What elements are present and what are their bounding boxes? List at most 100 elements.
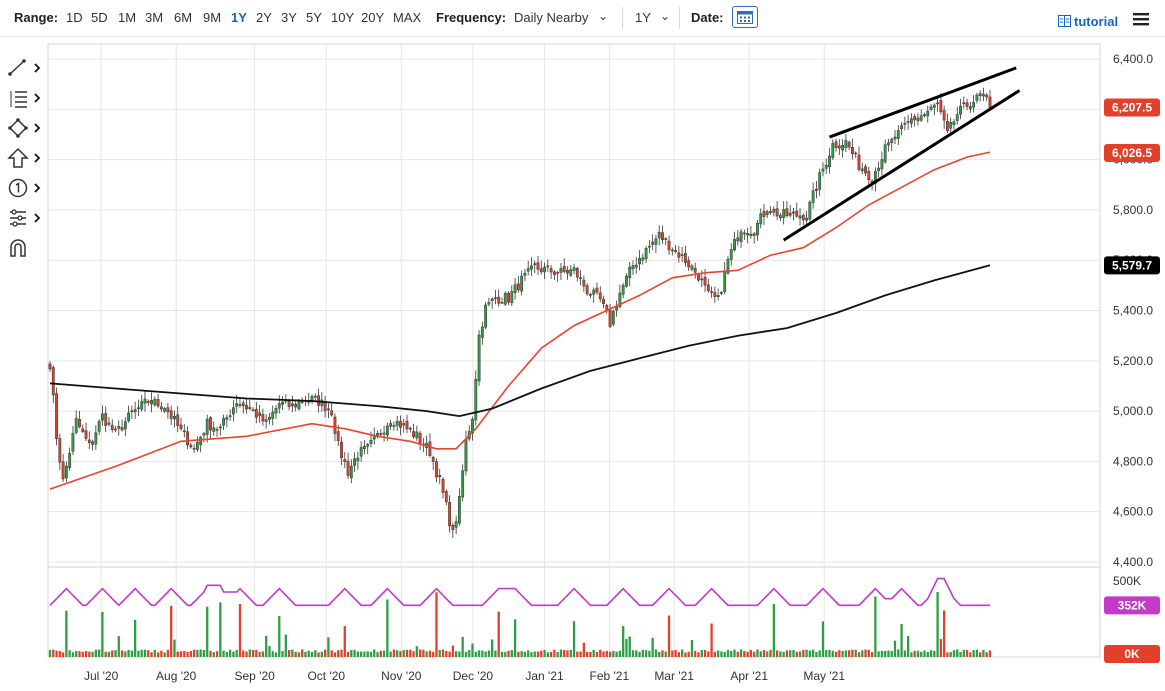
book-icon[interactable] [1058, 15, 1071, 27]
candle-body [392, 425, 396, 427]
volume-bar [900, 624, 903, 657]
candle-body [248, 407, 252, 409]
volume-bar [775, 650, 779, 657]
candle-body [182, 430, 186, 433]
measure-tool-button[interactable] [6, 206, 46, 230]
volume-bar [55, 650, 58, 657]
period-dropdown[interactable]: 1Y [635, 10, 651, 25]
range-5y-button[interactable]: 5Y [306, 10, 322, 25]
tutorial-link[interactable]: tutorial [1074, 14, 1119, 29]
candle-body [356, 457, 360, 462]
candle-body [232, 407, 235, 415]
candle-body [454, 521, 458, 528]
candle-body [739, 231, 743, 243]
candle-body [179, 424, 183, 429]
candle-body [399, 421, 402, 428]
hamburger-menu-icon[interactable] [1133, 12, 1149, 26]
arrow-tool-button[interactable] [6, 146, 46, 170]
volume-bar [258, 651, 261, 657]
x-tick-label: Feb '21 [590, 669, 630, 683]
chart-axes: 6,400.06,200.06,000.05,800.05,600.05,400… [84, 52, 1153, 683]
candle-body [965, 102, 969, 107]
period-chevron-icon[interactable]: ⌄ [660, 9, 671, 23]
volume-bar [674, 649, 677, 657]
candle-body [759, 213, 763, 225]
range-6m-button[interactable]: 6M [174, 10, 193, 25]
range-max-button[interactable]: MAX [393, 10, 422, 25]
range-5d-button[interactable]: 5D [91, 10, 108, 25]
volume-bar [979, 652, 982, 657]
candle-body [877, 167, 881, 171]
shapes-tool-button[interactable] [6, 116, 46, 140]
volume-bar [304, 651, 307, 657]
volume-bar [641, 649, 644, 657]
candle-body [84, 430, 88, 439]
range-1y-button[interactable]: 1Y [231, 10, 247, 25]
range-3m-button[interactable]: 3M [145, 10, 164, 25]
candle-body [415, 431, 419, 439]
x-tick-label: Jan '21 [525, 669, 564, 683]
candle-body [710, 291, 713, 293]
volume-bar [821, 621, 825, 657]
range-1d-button[interactable]: 1D [66, 10, 83, 25]
candle-body [490, 298, 494, 301]
price-label-bg [1104, 98, 1160, 117]
range-3y-button[interactable]: 3Y [281, 10, 297, 25]
candle-body [110, 424, 114, 430]
marker-tool-button[interactable] [6, 176, 46, 200]
candle-body [713, 292, 717, 297]
volume-bar [291, 649, 294, 657]
frequency-chevron-icon[interactable]: ⌄ [598, 9, 609, 23]
fibonacci-tool-button[interactable] [6, 86, 46, 110]
candle-body [661, 232, 664, 241]
volume-bar [284, 634, 287, 657]
candle-body [461, 470, 465, 498]
volume-bar [527, 650, 530, 657]
range-2y-button[interactable]: 2Y [256, 10, 272, 25]
candle-body [913, 116, 917, 121]
volume-bar [684, 652, 687, 657]
candle-body [549, 268, 553, 273]
volume-bar [104, 651, 107, 657]
volume-bar [379, 650, 382, 657]
volume-bar [975, 649, 979, 657]
range-1m-button[interactable]: 1M [118, 10, 137, 25]
volume-bar [163, 652, 166, 657]
range-10y-button[interactable]: 10Y [331, 10, 355, 25]
volume-bar [454, 651, 458, 657]
candle-body [500, 302, 504, 304]
volume-bar [376, 652, 379, 657]
candle-body [173, 415, 176, 420]
volume-panel [48, 577, 992, 657]
candle-body [703, 277, 707, 286]
volume-bar [435, 592, 438, 657]
range-9m-button[interactable]: 9M [203, 10, 222, 25]
candle-body [792, 211, 795, 214]
line-tool-button[interactable] [6, 56, 46, 80]
volume-bar [166, 649, 170, 657]
volume-bar [569, 649, 572, 657]
volume-bar [350, 649, 353, 657]
candle-body [883, 144, 887, 163]
volume-bar [831, 650, 834, 657]
volume-bar [111, 650, 114, 657]
volume-bar [589, 652, 592, 657]
volume-bar [700, 649, 703, 657]
x-tick-label: Nov '20 [381, 669, 422, 683]
candle-body [788, 212, 792, 216]
frequency-dropdown[interactable]: Daily Nearby [514, 10, 589, 25]
volume-bar [733, 649, 736, 657]
volume-bar [599, 649, 602, 657]
fibonacci-tool-icon [10, 91, 41, 108]
calendar-icon[interactable] [732, 6, 758, 28]
magnet-tool-button[interactable] [6, 236, 46, 260]
range-20y-button[interactable]: 20Y [361, 10, 385, 25]
volume-bar [644, 650, 648, 657]
volume-bar [199, 649, 202, 657]
candle-body [169, 410, 173, 419]
candle-body [664, 238, 668, 240]
volume-bar [107, 651, 111, 657]
volume-bar [982, 649, 985, 657]
candle-body [952, 121, 956, 125]
